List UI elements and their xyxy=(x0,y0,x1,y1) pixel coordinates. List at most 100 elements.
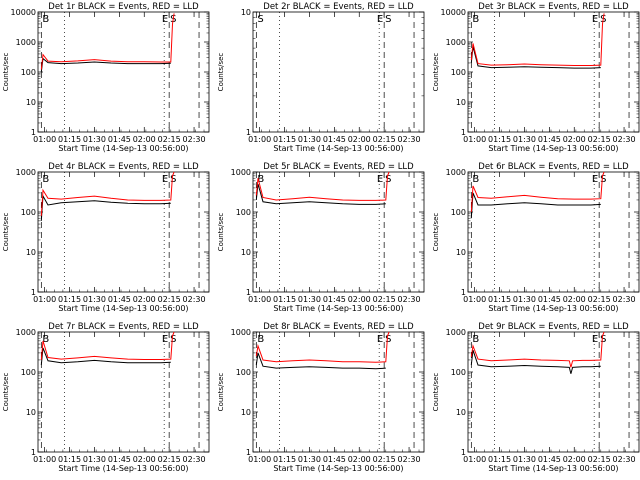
x-tick-label: 02:30 xyxy=(613,295,636,304)
marker-letter: S xyxy=(170,174,176,185)
y-tick-label: 100 xyxy=(451,368,466,377)
x-tick-label: 01:15 xyxy=(58,135,81,144)
panel-det-4r: Det 4r BLACK = Events, RED = LLD 1 10 100 10… xyxy=(2,162,210,313)
x-tick-label: 02:30 xyxy=(398,295,421,304)
plot-frame xyxy=(37,331,210,453)
x-tick-label: 01:30 xyxy=(513,455,536,464)
x-tick-label: 01:15 xyxy=(488,135,511,144)
series-line-events xyxy=(40,194,171,221)
y-tick-label: 1 xyxy=(31,288,36,297)
x-tick-label: 01:15 xyxy=(58,455,81,464)
panel-title: Det 1r BLACK = Events, RED = LLD xyxy=(48,2,199,12)
x-tick-label: 01:00 xyxy=(463,135,486,144)
marker-letter: E xyxy=(162,14,168,25)
marker-letter: S xyxy=(170,334,176,345)
y-tick-label: 100 xyxy=(21,208,36,217)
panel-title: Det 3r BLACK = Events, RED = LLD xyxy=(478,2,629,12)
marker-letter: B xyxy=(257,174,264,185)
y-tick-label: 10 xyxy=(26,98,36,107)
x-tick-label: 01:45 xyxy=(538,295,561,304)
x-axis-title: Start Time (14-Sep-13 00:56:00) xyxy=(58,304,188,313)
marker-letter: B xyxy=(42,14,49,25)
marker-letter: E xyxy=(592,14,598,25)
x-axis-title: Start Time (14-Sep-13 00:56:00) xyxy=(58,144,188,153)
y-tick-label: 10 xyxy=(456,408,466,417)
y-tick-label: 100 xyxy=(21,68,36,77)
x-tick-label: 01:15 xyxy=(273,295,296,304)
panel-det-7r: Det 7r BLACK = Events, RED = LLD 1 10 100 10… xyxy=(2,322,210,473)
marker-letter: E xyxy=(377,334,383,345)
x-tick-label: 02:00 xyxy=(348,135,371,144)
panel-title: Det 6r BLACK = Events, RED = LLD xyxy=(478,162,629,172)
y-axis-title: Counts/sec xyxy=(432,373,440,412)
y-tick-label: 10000 xyxy=(441,8,466,17)
series-line-events xyxy=(470,192,601,219)
x-tick-label: 01:45 xyxy=(323,455,346,464)
panel-det-3r: Det 3r BLACK = Events, RED = LLD 1 10 100 10… xyxy=(432,2,640,153)
x-tick-label: 01:00 xyxy=(33,455,56,464)
y-tick-label: 1 xyxy=(461,128,466,137)
y-axis-title: Counts/sec xyxy=(217,213,225,252)
y-tick-label: 10 xyxy=(456,98,466,107)
marker-letter: E xyxy=(162,334,168,345)
y-tick-label: 1 xyxy=(246,128,251,137)
x-tick-label: 01:30 xyxy=(298,135,321,144)
marker-letter: E xyxy=(377,14,383,25)
x-axis-title: Start Time (14-Sep-13 00:56:00) xyxy=(273,464,403,473)
x-axis-title: Start Time (14-Sep-13 00:56:00) xyxy=(273,144,403,153)
marker-letter: B xyxy=(257,334,264,345)
x-tick-label: 01:45 xyxy=(538,135,561,144)
x-tick-label: 01:30 xyxy=(298,455,321,464)
x-tick-label: 01:45 xyxy=(538,455,561,464)
x-tick-label: 02:00 xyxy=(563,455,586,464)
marker-letter: B xyxy=(42,174,49,185)
x-tick-label: 02:15 xyxy=(588,295,611,304)
x-tick-label: 01:30 xyxy=(298,295,321,304)
panel-det-8r: Det 8r BLACK = Events, RED = LLD 1 10 100 10… xyxy=(217,322,425,473)
x-axis-title: Start Time (14-Sep-13 00:56:00) xyxy=(488,304,618,313)
y-axis-title: Counts/sec xyxy=(217,53,225,92)
x-tick-label: 02:00 xyxy=(133,135,156,144)
y-tick-label: 1000 xyxy=(16,328,36,337)
marker-letter: S xyxy=(257,14,263,25)
x-tick-label: 01:15 xyxy=(273,455,296,464)
x-tick-label: 02:15 xyxy=(373,135,396,144)
x-tick-label: 01:45 xyxy=(108,295,131,304)
x-tick-label: 01:00 xyxy=(463,455,486,464)
y-axis-title: Counts/sec xyxy=(217,373,225,412)
marker-letter: E xyxy=(162,174,168,185)
x-tick-label: 02:00 xyxy=(563,295,586,304)
series-line-events xyxy=(40,57,171,73)
x-axis-title: Start Time (14-Sep-13 00:56:00) xyxy=(58,464,188,473)
x-tick-label: 01:45 xyxy=(108,135,131,144)
plot-frame xyxy=(467,171,640,293)
x-tick-label: 01:00 xyxy=(33,295,56,304)
y-tick-label: 10 xyxy=(456,248,466,257)
plot-frame xyxy=(37,171,210,293)
x-tick-label: 02:00 xyxy=(133,295,156,304)
series-line-lld xyxy=(470,171,605,213)
y-axis-title: Counts/sec xyxy=(432,53,440,92)
y-tick-label: 10 xyxy=(26,408,36,417)
panel-det-9r: Det 9r BLACK = Events, RED = LLD 1 10 100 10… xyxy=(432,322,640,473)
series-line-lld xyxy=(255,171,390,201)
x-tick-label: 01:45 xyxy=(323,135,346,144)
y-axis-title: Counts/sec xyxy=(432,213,440,252)
y-tick-label: 1000 xyxy=(446,168,466,177)
y-axis-title: Counts/sec xyxy=(2,373,10,412)
marker-letter: B xyxy=(42,334,49,345)
x-tick-label: 01:30 xyxy=(83,295,106,304)
marker-letter: B xyxy=(472,174,479,185)
y-tick-label: 10 xyxy=(241,408,251,417)
x-tick-label: 02:15 xyxy=(588,135,611,144)
y-tick-label: 10 xyxy=(241,248,251,257)
x-tick-label: 02:30 xyxy=(613,455,636,464)
x-axis-title: Start Time (14-Sep-13 00:56:00) xyxy=(488,144,618,153)
x-tick-label: 02:30 xyxy=(398,455,421,464)
x-tick-label: 01:45 xyxy=(108,455,131,464)
marker-letter: B xyxy=(472,14,479,25)
y-tick-label: 100 xyxy=(451,208,466,217)
y-tick-label: 1000 xyxy=(231,168,251,177)
x-tick-label: 01:15 xyxy=(58,295,81,304)
